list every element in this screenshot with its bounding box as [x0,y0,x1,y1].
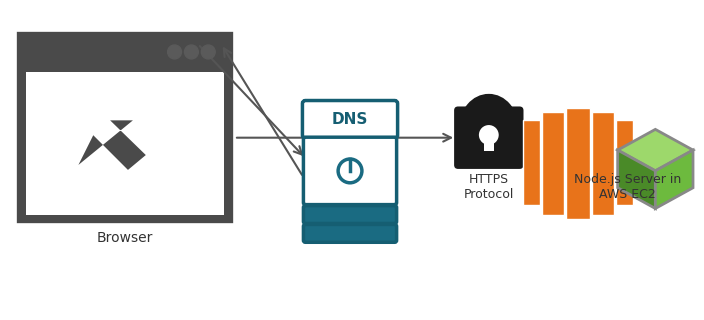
FancyBboxPatch shape [303,100,398,138]
Polygon shape [524,120,541,204]
Circle shape [479,125,498,145]
Circle shape [168,45,182,59]
FancyBboxPatch shape [454,107,524,169]
Polygon shape [655,150,693,208]
Circle shape [184,45,199,59]
Text: Node.js Server in
AWS EC2: Node.js Server in AWS EC2 [574,173,681,201]
Polygon shape [617,150,655,208]
Circle shape [201,45,215,59]
FancyBboxPatch shape [303,137,396,204]
Bar [21,36,229,68]
Polygon shape [542,112,564,214]
Text: HTTPS
Protocol: HTTPS Protocol [464,173,514,201]
FancyBboxPatch shape [303,224,396,242]
Bar [21,68,229,72]
Bar [26,72,224,214]
Text: Browser: Browser [97,231,153,245]
FancyBboxPatch shape [21,36,229,220]
Polygon shape [616,120,632,204]
Polygon shape [592,112,614,214]
Polygon shape [566,108,590,220]
Text: DNS: DNS [332,112,368,127]
Polygon shape [78,76,146,170]
FancyBboxPatch shape [303,206,396,223]
Polygon shape [617,129,693,171]
Bar [484,137,494,151]
